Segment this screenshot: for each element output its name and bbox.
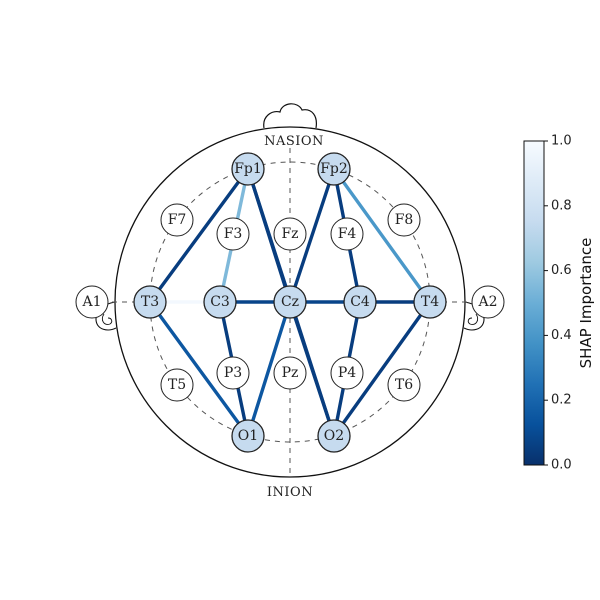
electrode-F4: F4 xyxy=(330,217,364,251)
connection-T4-O2 xyxy=(332,300,432,438)
electrode-P4: P4 xyxy=(330,356,364,390)
connection-Fp2-Cz xyxy=(288,167,336,304)
electrode-T6: T6 xyxy=(387,368,421,402)
electrode-label: A2 xyxy=(477,294,497,310)
connection-Fp1-T3 xyxy=(148,167,250,304)
electrode-Cz: Cz xyxy=(273,285,307,319)
electrode-node xyxy=(273,217,307,251)
electrode-node xyxy=(317,152,351,186)
electrode-node xyxy=(343,285,377,319)
electrode-A1: A1 xyxy=(75,285,109,319)
inion-label: INION xyxy=(267,485,313,500)
connection-Cz-O1 xyxy=(246,300,292,438)
colorbar: 0.0 0.2 0.4 0.6 0.8 1.0 SHAP Importance xyxy=(523,134,595,473)
colorbar-tick-label: 0.0 xyxy=(551,458,572,473)
left-ear-inner xyxy=(101,313,113,325)
electrode-C3: C3 xyxy=(203,285,237,319)
electrode-node xyxy=(330,217,364,251)
electrode-label: Fp1 xyxy=(234,161,262,177)
electrode-label: A1 xyxy=(81,294,101,310)
electrode-C4: C4 xyxy=(343,285,377,319)
electrode-label: P3 xyxy=(224,365,242,381)
electrode-label: F7 xyxy=(168,212,187,228)
connection-Fp2-T4 xyxy=(332,167,432,304)
electrode-node xyxy=(273,356,307,390)
colorbar-ticks: 0.0 0.2 0.4 0.6 0.8 1.0 xyxy=(544,134,572,473)
electrode-label: O2 xyxy=(324,428,344,444)
nasion-label: NASION xyxy=(264,134,324,149)
electrode-label: C4 xyxy=(350,294,370,310)
electrode-label: F3 xyxy=(224,226,243,242)
electrode-label: P4 xyxy=(338,365,356,381)
connection-Cz-O2 xyxy=(288,300,336,438)
electrode-label: T4 xyxy=(421,294,439,310)
colorbar-tick-label: 1.0 xyxy=(551,134,572,149)
colorbar-tick-label: 0.8 xyxy=(551,198,572,213)
electrode-label: Fp2 xyxy=(320,161,348,177)
colorbar-tick-label: 0.2 xyxy=(551,393,572,408)
colorbar-tick-label: 0.6 xyxy=(551,263,572,278)
electrode-Fp1: Fp1 xyxy=(231,152,265,186)
electrode-node xyxy=(471,285,505,319)
electrode-node xyxy=(387,368,421,402)
electrode-O1: O1 xyxy=(231,419,265,453)
electrode-F8: F8 xyxy=(387,203,421,237)
electrode-node xyxy=(317,419,351,453)
electrode-label: O1 xyxy=(238,428,258,444)
electrode-T5: T5 xyxy=(160,368,194,402)
electrode-O2: O2 xyxy=(317,419,351,453)
electrodes-layer: Fp1 Fp2 F7 F3 Fz F4 F8 A1 xyxy=(75,152,505,453)
electrode-F7: F7 xyxy=(160,203,194,237)
electrode-node xyxy=(330,356,364,390)
electrode-label: T3 xyxy=(141,294,159,310)
colorbar-label: SHAP Importance xyxy=(577,238,595,369)
colorbar-gradient xyxy=(523,140,545,466)
electrode-node xyxy=(160,203,194,237)
electrode-label: Fz xyxy=(281,226,298,242)
electrode-node xyxy=(413,285,447,319)
electrode-label: T5 xyxy=(168,377,186,393)
right-ear-inner xyxy=(467,313,479,325)
electrode-Pz: Pz xyxy=(273,356,307,390)
connection-T3-O1 xyxy=(148,300,250,438)
electrode-label: C3 xyxy=(210,294,230,310)
electrode-label: Pz xyxy=(282,365,299,381)
electrode-label: F8 xyxy=(395,212,414,228)
electrode-node xyxy=(273,285,307,319)
electrode-node xyxy=(160,368,194,402)
electrode-node xyxy=(231,419,265,453)
electrode-P3: P3 xyxy=(216,356,250,390)
electrode-Fp2: Fp2 xyxy=(317,152,351,186)
electrode-label: T6 xyxy=(395,377,413,393)
nose-outline xyxy=(263,103,317,129)
electrode-node xyxy=(133,285,167,319)
electrode-T4: T4 xyxy=(413,285,447,319)
electrode-node xyxy=(203,285,237,319)
electrode-T3: T3 xyxy=(133,285,167,319)
electrode-label: Cz xyxy=(281,294,299,310)
electrode-label: F4 xyxy=(338,226,357,242)
electrode-F3: F3 xyxy=(216,217,250,251)
electrode-node xyxy=(216,217,250,251)
electrode-A2: A2 xyxy=(471,285,505,319)
electrode-node xyxy=(387,203,421,237)
electrode-node xyxy=(216,356,250,390)
colorbar-tick-label: 0.4 xyxy=(551,328,572,343)
electrode-node xyxy=(75,285,109,319)
electrode-Fz: Fz xyxy=(273,217,307,251)
electrode-node xyxy=(231,152,265,186)
